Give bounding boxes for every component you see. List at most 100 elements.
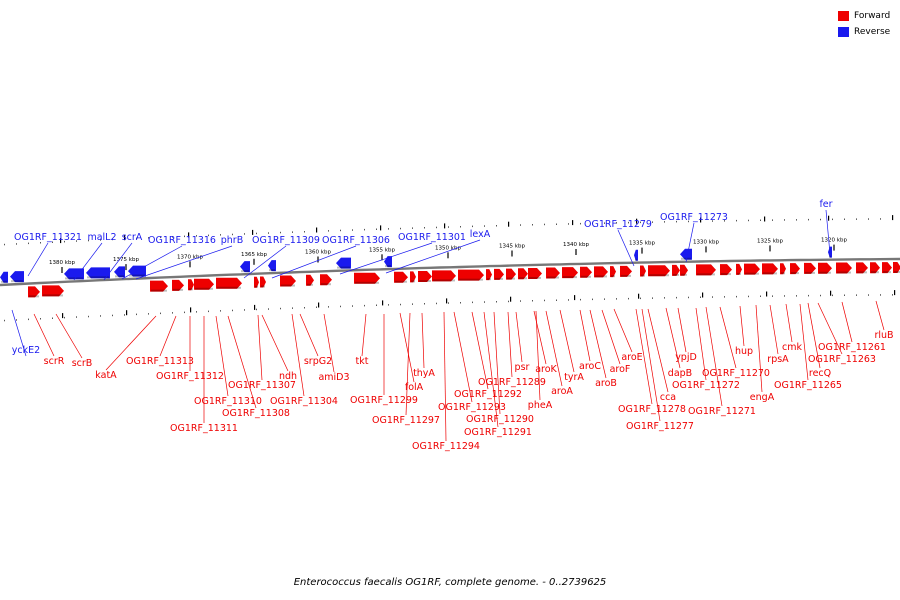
leader-line <box>601 309 621 365</box>
tick-dot <box>364 304 365 307</box>
tick-dot <box>256 232 257 235</box>
gene-label: OG1RF_11306 <box>322 235 390 246</box>
forward-gene-arrow-shade <box>411 280 415 283</box>
tick-dot <box>808 218 809 221</box>
forward-gene-arrow <box>744 263 760 275</box>
gene-label: katA <box>95 370 117 381</box>
forward-gene-arrow <box>28 286 40 298</box>
reverse-gene-arrow <box>240 261 250 273</box>
forward-gene-arrow <box>648 265 670 277</box>
leader-line <box>103 242 133 281</box>
tick-dot <box>556 299 557 301</box>
leader-line <box>515 311 523 363</box>
gene-label: OG1RF_11290 <box>466 414 534 425</box>
scale-tick <box>575 249 577 255</box>
tick-dot <box>844 294 845 296</box>
gene-label: aroB <box>595 378 617 389</box>
forward-gene-arrow <box>254 276 259 288</box>
gene-label: OG1RF_11313 <box>126 356 194 367</box>
major-tick <box>380 225 382 231</box>
leader-line <box>493 311 501 415</box>
scale-label: 1375 kbp <box>113 257 139 263</box>
major-tick <box>62 313 64 319</box>
forward-gene-arrow-shade <box>419 279 431 282</box>
forward-gene-arrow-shade <box>395 280 407 283</box>
scale-tick <box>641 247 643 254</box>
tick-dot <box>760 295 761 297</box>
gene-label: OG1RF_11294 <box>412 441 480 452</box>
tick-dot <box>520 224 521 226</box>
leader-line <box>799 303 809 381</box>
tick-dot <box>796 219 797 221</box>
gene-label: scrA <box>122 232 143 243</box>
tick-dot <box>808 294 809 297</box>
forward-gene-arrow <box>354 272 380 284</box>
leader-line <box>261 314 289 372</box>
gene-label: OG1RF_11312 <box>156 371 224 382</box>
gene-label: OG1RF_11272 <box>672 380 740 391</box>
forward-gene-arrow-shade <box>43 294 63 297</box>
leader-line <box>785 303 793 343</box>
gene-label: OG1RF_11308 <box>222 408 290 419</box>
gene-label: cca <box>660 392 676 403</box>
forward-gene-arrow <box>494 268 504 280</box>
leader-line <box>719 306 737 369</box>
reverse-gene-arrow <box>268 260 276 272</box>
leader-line <box>323 313 335 373</box>
forward-gene-arrow-shade <box>581 275 591 278</box>
tick-dot <box>496 301 497 303</box>
forward-gene-arrow-shade <box>195 287 213 290</box>
tick-dot <box>712 296 713 298</box>
reverse-gene-arrow-shade <box>115 275 124 278</box>
gene-label: aroF <box>610 364 631 375</box>
tick-dot <box>616 222 617 224</box>
reverse-gene-arrow <box>64 268 84 280</box>
scale-label: 1370 kbp <box>177 254 203 260</box>
scale-label: 1320 kbp <box>821 238 847 244</box>
gene-label: OG1RF_11279 <box>584 219 652 230</box>
forward-gene-arrow-shade <box>563 276 577 279</box>
major-tick <box>892 215 894 221</box>
tick-dot <box>640 297 641 300</box>
reverse-genes-track <box>0 246 832 283</box>
tick-dot <box>16 243 17 245</box>
scale-tick <box>769 245 771 252</box>
scale-label: 1345 kbp <box>499 244 525 250</box>
gene-label: amiD3 <box>318 372 349 383</box>
gene-label: OG1RF_11310 <box>194 396 262 407</box>
tick-dot <box>628 297 629 300</box>
genome-caption: Enterococcus faecalis OG1RF, complete ge… <box>293 577 607 588</box>
gene-label: OG1RF_11321 <box>14 232 82 243</box>
reverse-gene-arrow-shade <box>829 255 831 258</box>
gene-label: OG1RF_11263 <box>808 354 876 365</box>
forward-gene-arrow-shade <box>307 283 313 286</box>
forward-gene-arrow <box>640 265 646 277</box>
legend: Forward Reverse <box>838 9 898 41</box>
tick-dot <box>784 295 785 297</box>
leader-line <box>535 310 541 401</box>
forward-gene-arrow-shade <box>781 272 785 275</box>
forward-gene-arrow <box>528 267 542 279</box>
tick-dot <box>76 240 77 242</box>
leader-line <box>159 315 177 357</box>
gene-label: aroK <box>535 364 557 375</box>
tick-dot <box>736 219 737 222</box>
tick-dot <box>460 226 461 228</box>
tick-dot <box>316 306 317 308</box>
forward-gene-arrow-shade <box>217 286 241 289</box>
reverse-gene-arrow <box>10 271 24 283</box>
forward-gene-arrow <box>893 262 900 274</box>
leader-line <box>215 315 229 397</box>
leader-line <box>677 307 687 353</box>
tick-dot <box>124 314 125 316</box>
tick-dot <box>424 303 425 305</box>
forward-swatch <box>838 11 849 21</box>
tick-dot <box>532 224 533 226</box>
scale-tick <box>447 252 449 259</box>
major-tick <box>636 218 638 224</box>
tick-dot <box>136 313 137 316</box>
forward-gene-arrow-shade <box>261 285 265 288</box>
tick-dot <box>376 228 377 230</box>
leader-line <box>875 300 885 331</box>
scale-label: 1380 kbp <box>49 260 75 266</box>
